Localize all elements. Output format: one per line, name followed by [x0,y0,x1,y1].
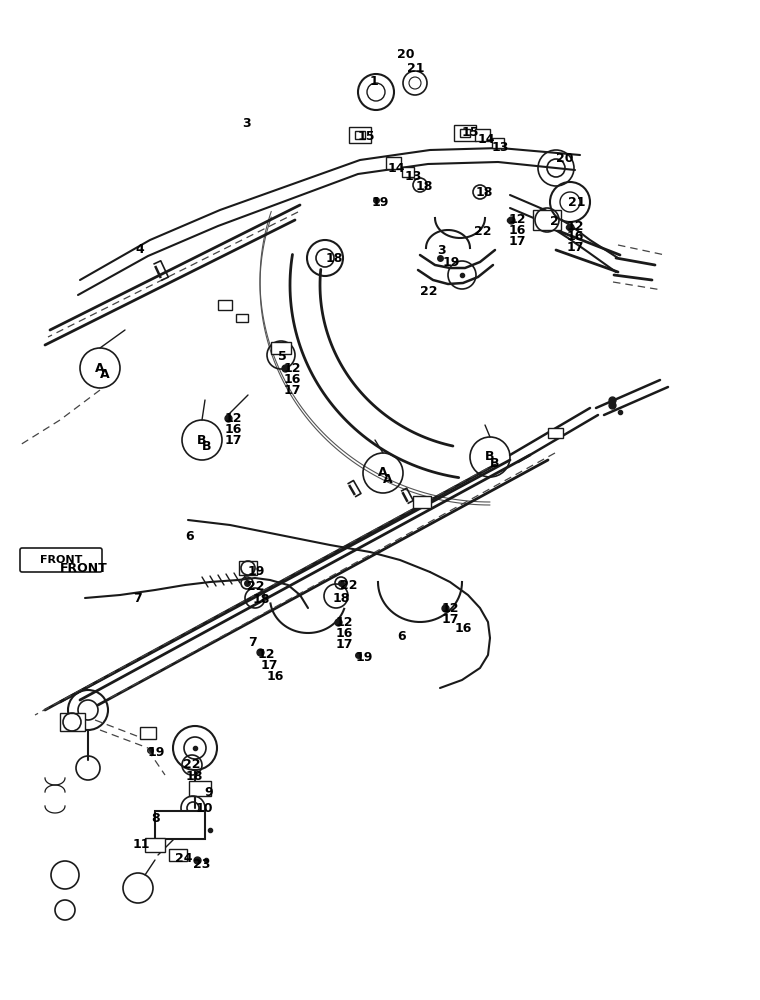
Text: 2: 2 [550,215,559,228]
Text: 16: 16 [509,224,527,237]
Text: 7: 7 [248,636,257,649]
Bar [59,713,84,731]
Bar [454,125,476,141]
Text: 1: 1 [370,75,378,88]
Text: B: B [490,457,499,470]
FancyBboxPatch shape [20,548,102,572]
Text: 12: 12 [284,362,302,375]
Text: 17: 17 [567,241,584,254]
Text: 16: 16 [284,373,302,386]
Text: 24: 24 [175,852,192,865]
Text: 18: 18 [253,593,271,606]
Text: 17: 17 [336,638,353,651]
Text: 20: 20 [556,152,574,165]
Bar [355,131,365,139]
Text: 12: 12 [442,602,460,615]
Text: 7: 7 [133,592,142,605]
Bar [533,210,561,230]
Text: 4: 4 [135,243,144,256]
Text: 17: 17 [284,384,302,397]
Text: 19: 19 [372,196,389,209]
Text: 3: 3 [242,117,251,130]
Text: 10: 10 [196,802,214,815]
Text: 13: 13 [492,141,509,154]
Text: 6: 6 [185,530,194,543]
Text: A: A [383,473,393,486]
Text: 18: 18 [476,186,493,199]
Text: 22: 22 [340,579,357,592]
Bar [385,157,401,169]
Bar [236,314,248,322]
Text: A: A [95,361,105,374]
Text: B: B [485,450,495,464]
Text: 17: 17 [225,434,242,447]
Text: 13: 13 [405,170,423,183]
Bar [189,780,211,796]
Bar [474,129,489,141]
Text: 17: 17 [261,659,278,672]
Text: 12: 12 [225,412,242,425]
Bar [145,838,165,852]
Text: 6: 6 [397,630,406,643]
Text: 19: 19 [356,651,373,664]
Text: 22: 22 [247,580,264,593]
Text: 12: 12 [258,648,275,661]
Bar [492,138,504,148]
Text: FRONT: FRONT [60,562,108,575]
Text: 16: 16 [567,230,584,243]
Text: 14: 14 [388,162,406,175]
Text: 23: 23 [193,858,211,871]
Text: 21: 21 [568,196,585,209]
Text: 14: 14 [478,133,496,146]
Text: 18: 18 [186,770,204,783]
Text: 16: 16 [336,627,353,640]
Text: 18: 18 [333,592,350,605]
Bar [169,849,187,861]
Text: 17: 17 [509,235,527,248]
Text: A: A [378,466,388,480]
Text: 16: 16 [267,670,284,683]
Bar [349,127,371,143]
Text: B: B [198,434,207,446]
Bar [155,811,205,839]
Text: 21: 21 [407,62,425,75]
Bar [140,727,156,739]
Text: 20: 20 [397,48,414,61]
Text: 19: 19 [248,565,265,578]
Bar [460,129,470,137]
Text: 5: 5 [278,350,287,363]
Text: 11: 11 [133,838,150,851]
Text: 15: 15 [358,130,375,143]
Bar [271,342,291,354]
Text: 12: 12 [336,616,353,629]
Bar [413,496,431,508]
Text: A: A [100,368,109,381]
Text: 18: 18 [416,180,433,193]
Text: 17: 17 [442,613,460,626]
Text: 22: 22 [183,758,201,771]
Text: 12: 12 [509,213,527,226]
Text: FRONT: FRONT [40,555,82,565]
Bar [547,428,562,438]
Text: 9: 9 [204,786,213,799]
Bar [402,167,414,177]
Text: 19: 19 [443,256,461,269]
Text: 8: 8 [151,812,160,825]
Text: 16: 16 [225,423,242,436]
Text: 19: 19 [148,746,166,759]
Text: 15: 15 [462,126,480,139]
Text: 3: 3 [437,244,445,257]
Bar [239,561,257,575]
Text: 16: 16 [455,622,473,635]
Text: 22: 22 [474,225,492,238]
Text: 12: 12 [567,220,584,233]
Text: 18: 18 [326,252,344,265]
Text: 22: 22 [420,285,438,298]
Text: B: B [202,440,211,453]
Bar [218,300,232,310]
